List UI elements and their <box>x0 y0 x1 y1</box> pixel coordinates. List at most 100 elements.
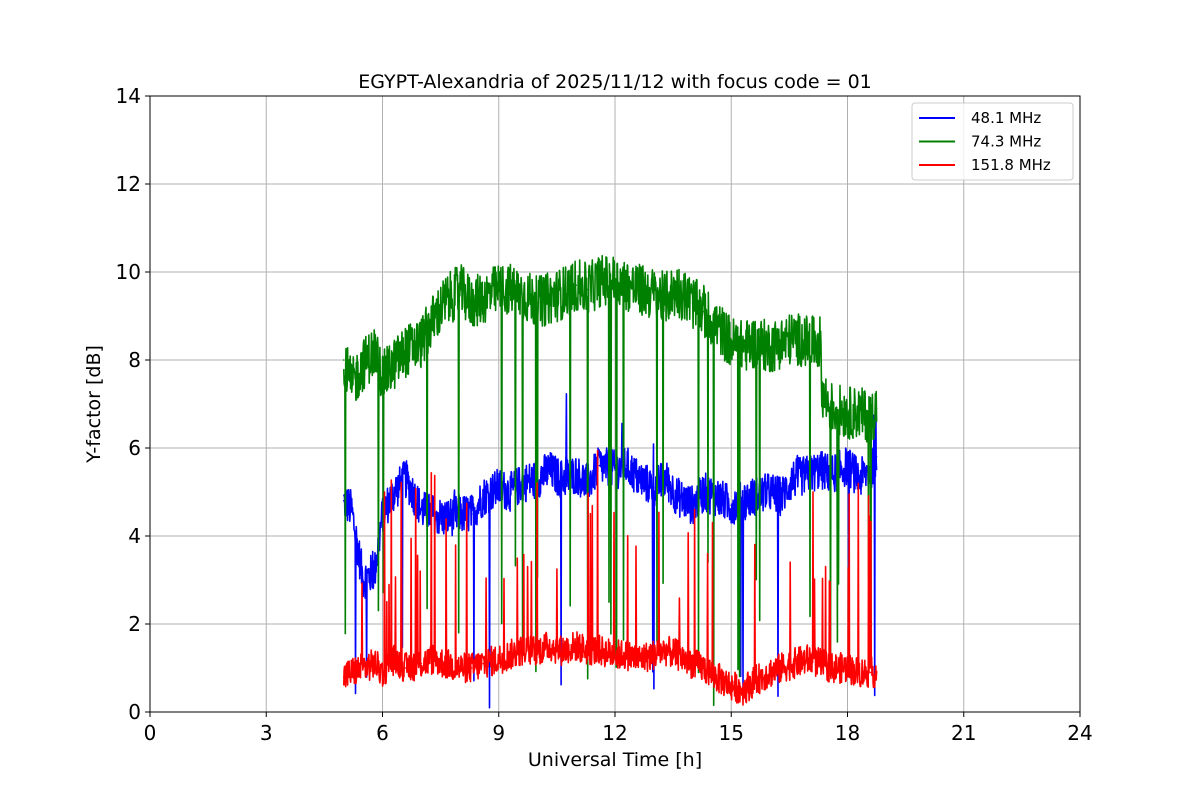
data-point <box>691 302 694 304</box>
x-tick-label: 6 <box>376 721 389 745</box>
x-tick-label: 24 <box>1067 721 1092 745</box>
data-point <box>807 658 810 660</box>
x-tick-label: 0 <box>144 721 157 745</box>
data-point <box>703 667 705 669</box>
data-point <box>858 671 860 674</box>
legend-label: 151.8 MHz <box>971 156 1051 174</box>
data-point <box>393 658 395 660</box>
data-point <box>548 645 550 647</box>
chart-title: EGYPT-Alexandria of 2025/11/12 with focu… <box>358 71 872 93</box>
data-point <box>350 671 353 674</box>
data-point <box>869 416 872 419</box>
data-point <box>691 504 694 507</box>
data-point <box>769 491 771 493</box>
data-point <box>393 363 395 366</box>
data-point <box>362 667 364 669</box>
data-point <box>509 288 512 291</box>
data-point <box>730 504 733 507</box>
data-point <box>846 412 849 414</box>
data-point <box>753 341 756 344</box>
x-tick-label: 18 <box>835 721 860 745</box>
x-tick-label: 3 <box>260 721 273 745</box>
x-tick-label: 15 <box>719 721 744 745</box>
data-point <box>819 662 822 665</box>
x-tick-label: 21 <box>951 721 976 745</box>
data-point <box>703 491 705 493</box>
data-point <box>769 346 771 348</box>
data-point <box>714 676 717 678</box>
data-point <box>598 649 601 652</box>
series-line <box>343 449 878 706</box>
data-point <box>482 662 485 665</box>
data-point <box>792 337 795 339</box>
data-point <box>459 667 461 669</box>
data-point <box>497 486 500 489</box>
data-point <box>676 495 678 498</box>
y-tick-label: 10 <box>116 260 141 284</box>
y-tick-label: 12 <box>116 172 141 196</box>
data-point <box>652 486 655 489</box>
data-point <box>575 473 578 476</box>
y-tick-label: 0 <box>128 700 141 724</box>
x-tick-label: 9 <box>492 721 505 745</box>
data-point <box>703 310 705 313</box>
data-point <box>676 654 678 656</box>
data-point <box>587 649 589 652</box>
data-point <box>404 478 407 480</box>
data-point <box>443 662 446 665</box>
data-point <box>393 491 395 493</box>
data-point <box>521 293 523 295</box>
data-point <box>792 662 795 665</box>
data-point <box>404 350 407 353</box>
legend-frame <box>911 102 1074 181</box>
y-axis-label: Y-factor [dB] <box>83 345 105 464</box>
x-axis: 0 3 6 9 12 15 18 21 24 <box>144 712 1093 745</box>
data-point <box>521 649 523 652</box>
data-point <box>753 680 756 682</box>
data-point <box>714 495 717 498</box>
data-point <box>420 341 423 344</box>
data-point <box>482 297 485 300</box>
data-point <box>509 654 512 656</box>
y-tick-label: 2 <box>128 612 141 636</box>
data-point <box>637 288 640 291</box>
data-point <box>497 288 500 291</box>
data-point <box>443 302 446 304</box>
data-point <box>858 412 860 414</box>
data-point <box>780 495 783 498</box>
y-tick-label: 4 <box>128 524 141 548</box>
data-point <box>637 658 640 660</box>
data-point <box>819 341 822 344</box>
data-point <box>470 302 473 304</box>
data-point <box>637 478 640 480</box>
data-point <box>664 297 667 300</box>
data-point <box>625 284 628 287</box>
data-point <box>381 376 384 379</box>
data-point <box>821 394 824 397</box>
data-point <box>482 495 485 498</box>
data-point <box>559 293 562 295</box>
series-line <box>343 254 878 707</box>
data-point <box>509 491 512 493</box>
data-point <box>373 570 376 572</box>
data-point <box>831 473 833 476</box>
data-point <box>548 297 550 300</box>
data-point <box>459 288 461 291</box>
data-point <box>420 662 423 665</box>
data-point <box>575 284 578 287</box>
data-point <box>875 456 878 458</box>
data-point <box>819 469 822 471</box>
data-point <box>625 464 628 467</box>
data-point <box>404 667 407 669</box>
data-point <box>443 517 446 520</box>
data-point <box>742 346 744 348</box>
data-point <box>548 469 550 471</box>
data-point <box>432 513 434 515</box>
data-point <box>559 649 562 652</box>
data-point <box>470 667 473 669</box>
data-point <box>362 363 364 366</box>
data-point <box>350 508 353 511</box>
data-point <box>587 288 589 291</box>
data-point <box>420 508 423 511</box>
